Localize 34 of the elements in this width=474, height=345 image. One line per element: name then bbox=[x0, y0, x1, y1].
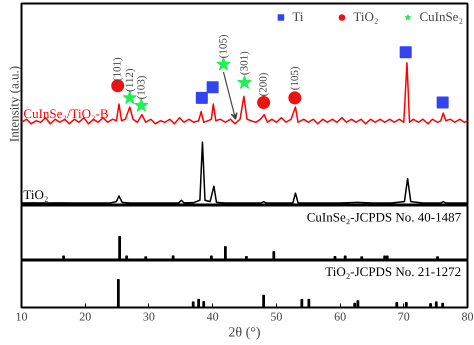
series-label: TiO₂-JCPDS No. 21-1272 bbox=[325, 264, 462, 279]
point bbox=[257, 96, 270, 109]
point bbox=[237, 75, 252, 89]
series-label: CuInSe₂/TiO₂-B bbox=[23, 106, 109, 122]
point bbox=[436, 96, 449, 108]
point bbox=[216, 56, 231, 71]
annotation: (103) bbox=[135, 75, 148, 100]
x-tick-label: 10 bbox=[16, 310, 28, 324]
legend-label: Ti bbox=[292, 9, 305, 25]
annotation: (105) bbox=[217, 34, 230, 58]
x-tick-label: 80 bbox=[462, 310, 474, 324]
point bbox=[196, 92, 208, 104]
point bbox=[122, 90, 137, 104]
series-label: TiO₂ bbox=[23, 186, 48, 202]
legend-label: TiO₂ bbox=[353, 9, 378, 25]
point bbox=[288, 91, 302, 104]
x-axis-title: 2θ (°) bbox=[228, 326, 261, 340]
x-tick-label: 50 bbox=[270, 310, 282, 324]
annotation: (101) bbox=[112, 56, 124, 82]
point bbox=[206, 81, 219, 94]
x-tick-label: 70 bbox=[398, 310, 410, 324]
x-tick-label: 20 bbox=[79, 310, 92, 324]
x-tick-label: 30 bbox=[142, 310, 155, 324]
annotation: (105) bbox=[288, 66, 301, 90]
annotation: (301) bbox=[238, 50, 250, 76]
x-tick-label: 40 bbox=[206, 310, 219, 324]
annotation: (112) bbox=[124, 68, 136, 92]
text: CuInSe₂-JCPDS No. 40-1487 bbox=[306, 209, 462, 224]
point bbox=[134, 98, 148, 112]
x-tick-label: 60 bbox=[334, 310, 346, 324]
y-axis-title: Intensity (a.u.) bbox=[6, 66, 22, 142]
legend-label: CuInSe₂ bbox=[419, 9, 463, 25]
annotation: (200) bbox=[258, 72, 270, 96]
point bbox=[400, 46, 412, 58]
